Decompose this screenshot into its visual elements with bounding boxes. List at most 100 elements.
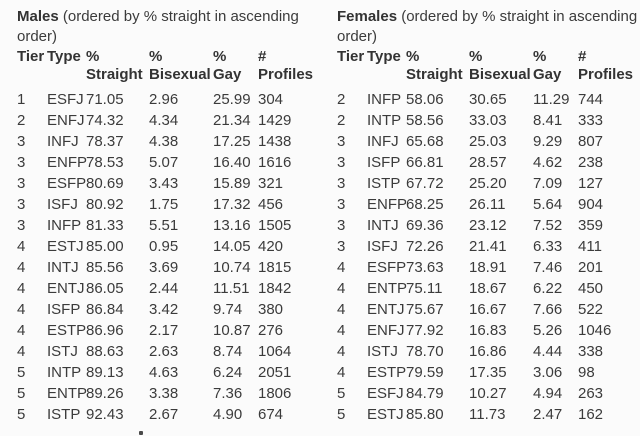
table-row: 4 ISTJ 88.63 2.63 8.74 1064 — [17, 341, 320, 362]
table-cell: 84.79 — [406, 385, 444, 402]
table-cell: 17.25 — [213, 133, 251, 150]
table-row: 2 INTP 58.56 33.03 8.41 333 — [337, 110, 640, 131]
column-header: % Gay — [213, 48, 242, 83]
males-table-panel: Males (ordered by % straight in ascendin… — [17, 7, 320, 423]
table-cell: 2051 — [258, 364, 292, 381]
table-cell: 15.89 — [213, 175, 251, 192]
table-cell: 89.13 — [86, 364, 124, 381]
table-cell: 1842 — [258, 280, 292, 297]
table-cell: 17.35 — [469, 364, 507, 381]
table-cell: 66.81 — [406, 154, 444, 171]
table-cell: 4.63 — [149, 364, 179, 381]
table-cell: 380 — [258, 301, 284, 318]
table-cell: 16.83 — [469, 322, 507, 339]
table-cell: 1046 — [578, 322, 612, 339]
table-cell: 16.86 — [469, 343, 507, 360]
table-cell: 86.84 — [86, 301, 124, 318]
table-cell: ESFP — [367, 259, 407, 276]
table-row: 4 ENFJ 77.92 16.83 5.26 1046 — [337, 320, 640, 341]
table-cell: 1616 — [258, 154, 292, 171]
table-cell: 3 — [337, 217, 346, 234]
column-header: Type — [47, 48, 81, 65]
table-cell: 420 — [258, 238, 284, 255]
table-row: 4 ESFP 73.63 18.91 7.46 201 — [337, 257, 640, 278]
column-header: # Profiles — [258, 48, 314, 83]
table-row: 4 INTJ 85.56 3.69 10.74 1815 — [17, 257, 320, 278]
table-row: 1 ESFJ 71.05 2.96 25.99 304 — [17, 89, 320, 110]
table-cell: 11.29 — [533, 91, 570, 108]
table-cell: 78.53 — [86, 154, 124, 171]
table-cell: 81.33 — [86, 217, 124, 234]
table-cell: 450 — [578, 280, 604, 297]
table-cell: 5 — [17, 364, 26, 381]
table-cell: 11.73 — [469, 406, 506, 423]
table-cell: 333 — [578, 112, 604, 129]
table-cell: ENTJ — [367, 301, 405, 318]
table-row: 4 ISFP 86.84 3.42 9.74 380 — [17, 299, 320, 320]
table-cell: 85.56 — [86, 259, 124, 276]
table-cell: 1429 — [258, 112, 292, 129]
table-cell: 9.29 — [533, 133, 563, 150]
table-cell: 28.57 — [469, 154, 507, 171]
table-row: 4 ENTJ 86.05 2.44 11.51 1842 — [17, 278, 320, 299]
column-header: % Straight — [406, 48, 463, 83]
females-table-title: Females (ordered by % straight in ascend… — [337, 7, 640, 47]
table-cell: 4.94 — [533, 385, 563, 402]
table-cell: 18.91 — [469, 259, 507, 276]
table-cell: 744 — [578, 91, 604, 108]
table-cell: 71.05 — [86, 91, 124, 108]
table-cell: ESFJ — [47, 91, 84, 108]
table-cell: 16.40 — [213, 154, 251, 171]
table-cell: 4 — [17, 280, 26, 297]
table-row: 4 ENTP 75.11 18.67 6.22 450 — [337, 278, 640, 299]
table-cell: 26.11 — [469, 196, 506, 213]
column-header: % Straight — [86, 48, 143, 83]
males-table-title: Males (ordered by % straight in ascendin… — [17, 7, 320, 47]
table-cell: 25.20 — [469, 175, 507, 192]
table-cell: 1 — [17, 91, 26, 108]
table-row: 4 ESTJ 85.00 0.95 14.05 420 — [17, 236, 320, 257]
table-cell: 3 — [17, 175, 26, 192]
table-cell: 7.52 — [533, 217, 563, 234]
table-cell: 16.67 — [469, 301, 507, 318]
table-cell: 1505 — [258, 217, 292, 234]
column-header: Tier — [17, 48, 45, 65]
table-cell: 58.06 — [406, 91, 444, 108]
column-header: % Bisexual — [149, 48, 211, 83]
table-cell: ISFJ — [47, 196, 78, 213]
table-cell: 522 — [578, 301, 604, 318]
table-cell: 4 — [337, 280, 346, 297]
table-cell: 3.38 — [149, 385, 179, 402]
table-cell: 3 — [337, 196, 346, 213]
column-header: Tier — [337, 48, 365, 65]
table-cell: 18.67 — [469, 280, 507, 297]
table-cell: 201 — [578, 259, 604, 276]
table-cell: 3.42 — [149, 301, 179, 318]
table-cell: 4 — [337, 364, 346, 381]
table-cell: 4 — [337, 259, 346, 276]
table-cell: 9.74 — [213, 301, 243, 318]
table-cell: 263 — [578, 385, 604, 402]
table-cell: 7.09 — [533, 175, 563, 192]
table-cell: 162 — [578, 406, 604, 423]
table-cell: 456 — [258, 196, 284, 213]
table-cell: 65.68 — [406, 133, 444, 150]
table-cell: 127 — [578, 175, 604, 192]
table-cell: 10.27 — [469, 385, 507, 402]
table-cell: 80.92 — [86, 196, 124, 213]
table-cell: 4 — [17, 343, 26, 360]
table-cell: 33.03 — [469, 112, 507, 129]
table-cell: ENTP — [47, 385, 88, 402]
table-cell: 3.06 — [533, 364, 563, 381]
table-cell: 6.22 — [533, 280, 563, 297]
table-cell: 10.74 — [213, 259, 251, 276]
table-cell: ISFJ — [367, 238, 398, 255]
table-cell: 238 — [578, 154, 604, 171]
table-row: 3 ISFJ 72.26 21.41 6.33 411 — [337, 236, 640, 257]
table-row: 2 INFP 58.06 30.65 11.29 744 — [337, 89, 640, 110]
table-cell: 78.37 — [86, 133, 124, 150]
table-cell: 10.87 — [213, 322, 251, 339]
table-cell: 86.05 — [86, 280, 124, 297]
table-cell: 1438 — [258, 133, 292, 150]
table-cell: 4 — [337, 343, 346, 360]
